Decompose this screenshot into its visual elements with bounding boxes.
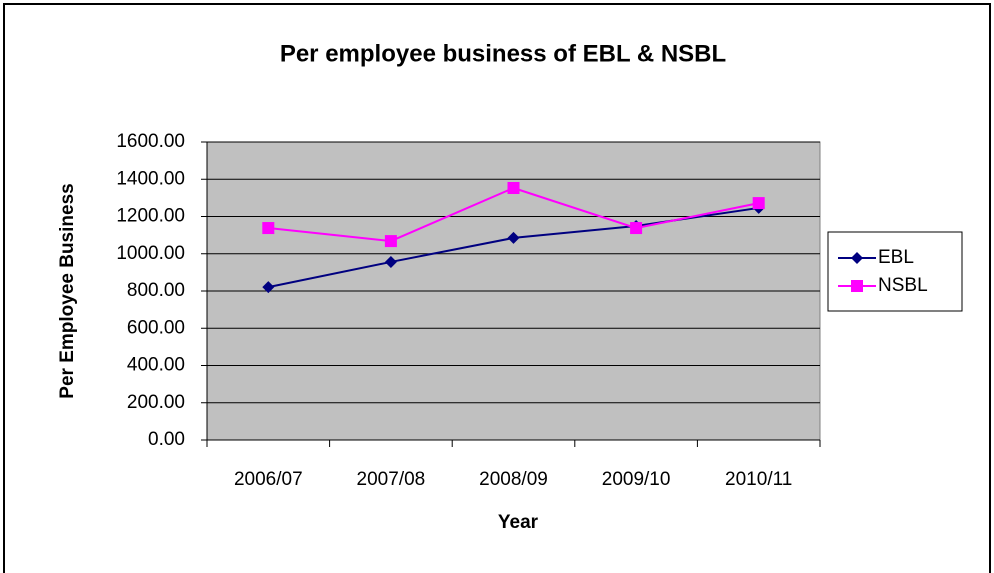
data-point (384, 235, 397, 248)
y-tick-label: 0.00 (148, 429, 185, 450)
chart-title: Per employee business of EBL & NSBL (280, 40, 726, 67)
x-tick-label: 2009/10 (602, 469, 671, 490)
data-point (262, 281, 275, 294)
y-tick-label: 200.00 (127, 392, 185, 413)
y-tick-label: 1400.00 (116, 168, 185, 189)
x-tick-label: 2008/09 (479, 469, 548, 490)
y-axis-label: Per Employee Business (57, 183, 78, 398)
data-point (507, 231, 520, 244)
legend-marker (851, 252, 863, 264)
legend-box (827, 231, 963, 312)
x-axis-label: Year (498, 512, 539, 533)
data-point (752, 197, 765, 210)
y-tick-label: 1200.00 (116, 206, 185, 227)
y-tick-label: 1600.00 (116, 131, 185, 152)
y-tick-label: 800.00 (127, 280, 185, 301)
y-tick-label: 1000.00 (116, 243, 185, 264)
data-point (384, 255, 397, 268)
data-point (630, 222, 643, 235)
data-point (507, 182, 520, 195)
data-point (262, 222, 275, 235)
y-tick-label: 600.00 (127, 317, 185, 338)
x-tick-label: 2010/11 (725, 469, 792, 490)
x-tick-label: 2007/08 (357, 469, 426, 490)
x-tick-label: 2006/07 (234, 469, 303, 490)
y-tick-label: 400.00 (127, 355, 185, 376)
legend-marker (851, 280, 863, 292)
legend-label: NSBL (878, 275, 928, 296)
legend-label: EBL (878, 247, 914, 268)
